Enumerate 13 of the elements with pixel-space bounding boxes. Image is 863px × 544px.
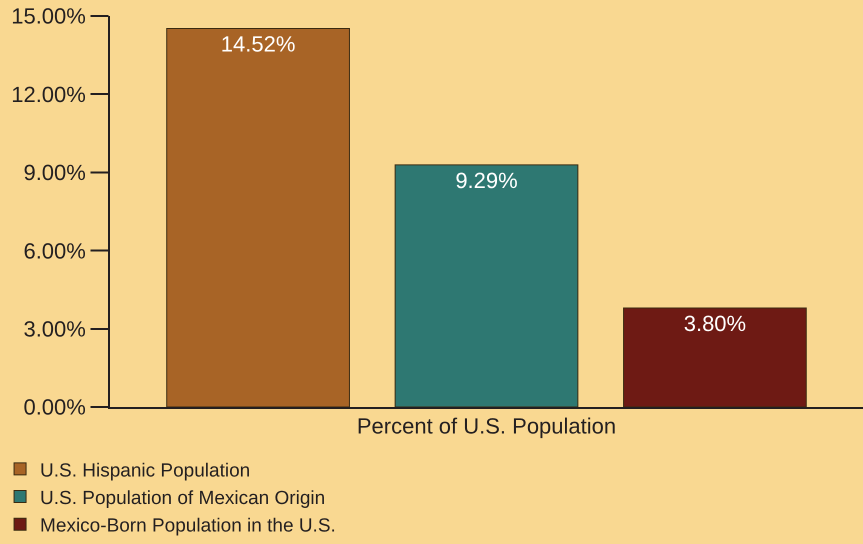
legend-label: U.S. Hispanic Population	[40, 460, 250, 482]
legend-label: U.S. Population of Mexican Origin	[40, 488, 326, 509]
y-tick-label: 9.00%	[23, 160, 86, 186]
legend-label: Mexico-Born Population in the U.S.	[40, 516, 336, 537]
x-axis-title: Percent of U.S. Population	[356, 414, 616, 439]
y-tick-label: 6.00%	[23, 238, 86, 264]
data-label: 3.80%	[684, 310, 746, 336]
y-tick-label: 0.00%	[23, 394, 86, 420]
y-tick-label: 3.00%	[23, 316, 86, 342]
data-label: 9.29%	[455, 168, 518, 193]
y-tick-label: 15.00%	[11, 4, 86, 29]
y-tick-label: 12.00%	[11, 82, 86, 107]
data-label: 14.52%	[220, 32, 296, 57]
